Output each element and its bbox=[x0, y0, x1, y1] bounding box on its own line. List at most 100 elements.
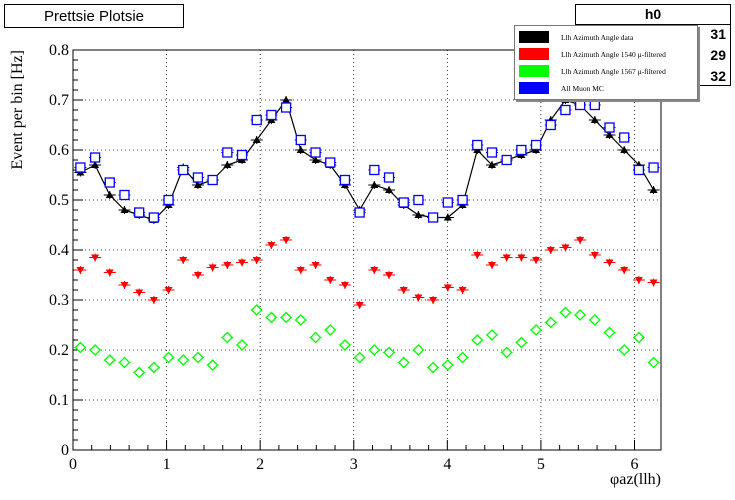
data-point bbox=[339, 339, 351, 351]
data-point bbox=[632, 331, 645, 344]
legend-entry: All Muon MC bbox=[519, 80, 604, 96]
data-point bbox=[223, 161, 232, 168]
data-point bbox=[105, 191, 114, 198]
data-point bbox=[280, 311, 293, 324]
plot-area bbox=[73, 50, 661, 450]
data-point bbox=[515, 336, 528, 349]
data-point bbox=[147, 361, 160, 374]
data-point bbox=[89, 152, 101, 163]
data-point bbox=[604, 122, 615, 133]
data-point bbox=[118, 356, 131, 369]
data-point bbox=[502, 254, 511, 262]
data-point bbox=[501, 154, 512, 166]
data-point bbox=[486, 329, 498, 341]
data-point bbox=[383, 172, 395, 183]
x-axis-label: φaz(llh) bbox=[610, 471, 661, 488]
y-tick-label: 0.7 bbox=[49, 92, 69, 109]
legend-entry: Llh Azimuth Angle 1540 μ-filtered bbox=[519, 46, 666, 62]
data-point bbox=[546, 247, 555, 254]
y-tick-label: 0.3 bbox=[49, 292, 69, 309]
data-point bbox=[456, 351, 469, 364]
data-point bbox=[74, 341, 87, 354]
data-point bbox=[282, 237, 291, 244]
data-point bbox=[516, 144, 527, 156]
x-tick-label: 1 bbox=[163, 456, 171, 473]
data-point bbox=[649, 279, 658, 287]
legend-label: Llh Azimuth Angle 1540 μ-filtered bbox=[561, 49, 666, 59]
data-point bbox=[385, 272, 394, 279]
stats-histogram-name: h0 bbox=[576, 5, 730, 25]
data-point bbox=[193, 181, 202, 188]
data-point bbox=[311, 156, 320, 163]
data-point bbox=[620, 267, 629, 274]
data-point bbox=[223, 262, 232, 269]
data-point bbox=[472, 139, 483, 151]
stats-value-3: 32 bbox=[710, 68, 726, 84]
legend-entry: Llh Azimuth Angle data bbox=[519, 29, 633, 45]
y-tick-label: 0.5 bbox=[49, 192, 69, 209]
data-point bbox=[576, 237, 585, 244]
data-point bbox=[251, 114, 262, 126]
data-point bbox=[487, 262, 496, 269]
data-point bbox=[427, 361, 440, 374]
data-point bbox=[265, 311, 278, 324]
data-point bbox=[309, 331, 322, 344]
data-point bbox=[177, 354, 190, 366]
data-point bbox=[207, 174, 218, 186]
data-point bbox=[414, 294, 423, 302]
data-point bbox=[517, 254, 526, 262]
data-point bbox=[238, 259, 247, 267]
data-point bbox=[574, 99, 586, 111]
data-point bbox=[413, 194, 424, 206]
data-point bbox=[647, 356, 660, 369]
data-point bbox=[252, 136, 261, 143]
data-point bbox=[603, 326, 616, 339]
data-point bbox=[295, 134, 306, 146]
data-point bbox=[441, 359, 454, 371]
data-point bbox=[427, 212, 439, 223]
data-point bbox=[354, 207, 365, 218]
data-point bbox=[590, 116, 599, 123]
data-point bbox=[179, 257, 188, 264]
data-point bbox=[471, 334, 484, 346]
data-point bbox=[310, 147, 321, 158]
data-point bbox=[193, 272, 202, 279]
data-point bbox=[560, 104, 571, 116]
data-point bbox=[133, 366, 146, 379]
stats-value-2: 29 bbox=[710, 47, 726, 63]
data-point bbox=[324, 324, 337, 336]
data-point bbox=[487, 161, 496, 168]
data-point bbox=[76, 267, 85, 274]
data-point bbox=[162, 351, 175, 364]
stats-value-1: 31 bbox=[710, 26, 726, 42]
data-point bbox=[296, 267, 305, 274]
data-point bbox=[649, 186, 658, 193]
data-point bbox=[648, 162, 659, 173]
data-point bbox=[340, 282, 349, 289]
data-point bbox=[500, 346, 513, 359]
legend-swatch bbox=[519, 31, 549, 43]
data-point bbox=[311, 262, 320, 269]
data-point bbox=[369, 164, 380, 176]
data-point bbox=[164, 287, 173, 294]
data-point bbox=[221, 331, 234, 344]
data-point bbox=[192, 172, 204, 183]
data-point bbox=[326, 277, 335, 284]
data-point bbox=[397, 356, 410, 369]
data-point bbox=[429, 297, 438, 304]
data-point bbox=[399, 287, 408, 294]
y-tick-label: 0.6 bbox=[49, 142, 69, 159]
data-point bbox=[385, 186, 394, 193]
data-point bbox=[412, 344, 425, 356]
data-point bbox=[208, 264, 217, 272]
data-point bbox=[148, 212, 160, 223]
data-point bbox=[620, 146, 629, 153]
data-point bbox=[486, 147, 498, 158]
data-point bbox=[633, 164, 645, 176]
data-point bbox=[530, 324, 542, 336]
data-point bbox=[252, 257, 261, 264]
legend-label: Llh Azimuth Angle 1567 μ-filtered bbox=[561, 66, 666, 76]
data-point bbox=[442, 197, 453, 208]
data-point bbox=[443, 213, 452, 221]
data-point bbox=[206, 359, 219, 371]
